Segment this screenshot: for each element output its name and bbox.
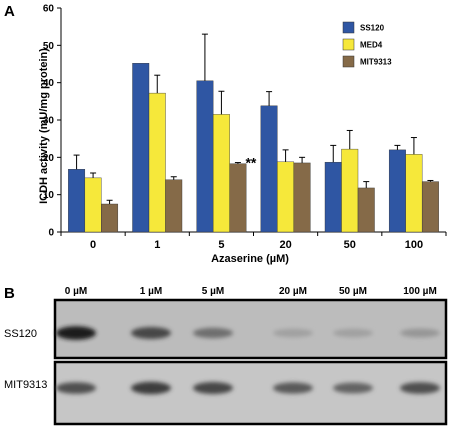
concentration-label: 100 µM [403,286,437,297]
bar-ss120-20 [260,105,278,233]
y-tick-label: 0 [48,228,54,239]
concentration-label: 1 µM [140,286,162,297]
y-tick-label: 30 [43,116,55,127]
bar-med4-50 [341,148,359,233]
annotation-group: ** [245,155,256,171]
blot-band [333,328,373,338]
panel-a-label: A [4,3,15,20]
x-tick-label: 20 [279,239,291,251]
bar-ss120-5 [196,80,214,233]
bar-mit9313-5 [229,163,247,233]
legend-label-mit9313: MIT9313 [360,58,392,67]
bar-mit9313-0 [101,203,119,233]
x-tick-label: 100 [405,239,423,251]
concentration-label: 0 µM [65,286,87,297]
legend-swatch-mit9313 [342,55,355,68]
blot-band [333,382,373,394]
bar-mit9313-100 [421,181,439,233]
legend: SS120 MED4 MIT9313 [342,21,392,68]
blot-band [273,382,313,394]
blot-band [131,327,171,339]
panel-b-label: B [4,285,15,302]
bar-med4-1 [148,92,166,233]
y-tick-label: 20 [43,153,55,164]
x-axis: 0 1 5 20 50 100 [60,231,447,251]
blot-band [400,382,440,394]
western-blot: SS120 MIT9313 [4,298,448,426]
legend-swatch-ss120 [342,21,355,34]
concentration-labels: 0 µM 1 µM 5 µM 20 µM 50 µM 100 µM [65,286,437,297]
bar-med4-0 [84,177,102,233]
x-tick-label: 50 [344,239,356,251]
y-tick-label: 50 [43,41,55,52]
x-tick-label: 0 [90,239,96,251]
blot-band [56,326,96,340]
bar-group [68,63,439,233]
bar-mit9313-20 [293,162,311,233]
concentration-label: 20 µM [279,286,307,297]
y-axis-title: ICDH activity (mU/mg protein) [38,48,50,204]
legend-label-med4: MED4 [360,41,383,50]
x-tick-label: 1 [154,239,160,251]
y-tick-label: 60 [43,4,55,15]
x-axis-title: Azaserine (µM) [211,253,289,265]
y-axis: 0 10 20 30 40 50 60 [43,4,62,239]
bar-ss120-0 [68,169,86,233]
y-tick-label: 40 [43,78,55,89]
bar-mit9313-50 [357,187,375,233]
blot-band [193,382,233,394]
blot-band [193,327,233,339]
blot-band [400,328,440,338]
blot-row-label-mit9313: MIT9313 [4,379,47,391]
blot-band [131,381,171,395]
bar-med4-100 [405,154,423,233]
blot-row-label-ss120: SS120 [4,328,37,340]
legend-swatch-med4 [342,38,355,51]
bar-ss120-100 [388,149,406,233]
concentration-label: 5 µM [202,286,224,297]
concentration-label: 50 µM [339,286,367,297]
blot-band [273,328,313,338]
y-tick-label: 10 [43,190,55,201]
bar-mit9313-1 [165,179,183,233]
error-bar-group [73,33,434,204]
bar-med4-20 [277,161,295,233]
x-tick-label: 5 [218,239,224,251]
bar-ss120-50 [324,161,342,233]
bar-med4-5 [212,114,230,233]
blot-band [56,382,96,394]
legend-label-ss120: SS120 [360,24,385,33]
bar-ss120-1 [132,63,150,233]
blot-panel-ss120 [53,298,448,360]
blot-panel-mit9313 [53,360,448,426]
significance-annotation: ** [245,155,256,171]
